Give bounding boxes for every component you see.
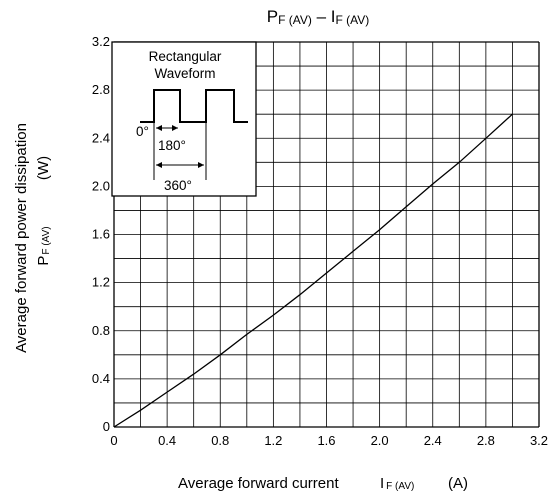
- inset-arrowhead-360-right: [198, 162, 204, 168]
- x-tick-label: 3.2: [530, 433, 548, 448]
- y-tick-labels: 0 0.4 0.8 1.2 1.6 2.0 2.4 2.8 3.2: [92, 34, 110, 434]
- inset-arrowhead-360-left: [156, 162, 162, 168]
- y-tick-label: 0.4: [92, 371, 110, 386]
- inset-label-180: 180°: [158, 138, 186, 153]
- x-tick-label: 2.8: [477, 433, 495, 448]
- y-tick-label: 2.0: [92, 178, 110, 193]
- x-tick-label: 1.6: [317, 433, 335, 448]
- chart-title: PF (AV) – IF (AV): [267, 7, 370, 27]
- title-subscript-1: F (AV): [278, 13, 312, 27]
- title-symbol-1: P: [267, 7, 278, 26]
- x-axis-label: Average forward current: [178, 475, 339, 492]
- y-tick-label: 2.8: [92, 82, 110, 97]
- x-axis-symbol-main: I: [380, 475, 384, 492]
- inset-title-line2: Waveform: [154, 66, 215, 81]
- inset-label-360: 360°: [164, 178, 192, 193]
- inset-arrowhead-180-left: [156, 125, 162, 131]
- y-tick-label: 1.2: [92, 275, 110, 290]
- y-axis-symbol-sub: F (AV): [41, 226, 52, 254]
- inset-title-line1: Rectangular: [149, 49, 222, 64]
- inset-arrowhead-180-right: [172, 125, 178, 131]
- x-tick-label: 2.4: [424, 433, 442, 448]
- y-tick-label: 0: [103, 419, 110, 434]
- grid: [113, 41, 540, 428]
- y-axis-label-line1: Average forward power dissipation: [13, 123, 30, 353]
- y-axis-symbol-main: P: [35, 256, 52, 266]
- x-axis-unit: (A): [448, 475, 468, 492]
- x-tick-label: 0.8: [211, 433, 229, 448]
- x-tick-label: 2.0: [371, 433, 389, 448]
- title-dash: – I: [312, 7, 336, 26]
- y-tick-label: 0.8: [92, 323, 110, 338]
- x-tick-label: 0.4: [158, 433, 176, 448]
- x-tick-label: 0: [110, 433, 117, 448]
- inset-label-0: 0°: [136, 124, 149, 139]
- inset-waveform: [140, 89, 248, 123]
- x-tick-labels: 0 0.4 0.8 1.2 1.6 2.0 2.4 2.8 3.2: [110, 433, 548, 448]
- series-line: [113, 113, 513, 428]
- y-axis-symbol: P F (AV): [35, 226, 52, 265]
- inset-box: [111, 41, 257, 197]
- x-tick-label: 1.2: [264, 433, 282, 448]
- y-axis-unit: (W): [35, 156, 52, 180]
- title-subscript-2: F (AV): [335, 13, 369, 27]
- x-axis-symbol-sub: F (AV): [386, 481, 414, 492]
- x-axis-label-text: Average forward current: [178, 475, 339, 492]
- y-tick-label: 3.2: [92, 34, 110, 49]
- y-tick-label: 2.4: [92, 130, 110, 145]
- y-tick-label: 1.6: [92, 227, 110, 242]
